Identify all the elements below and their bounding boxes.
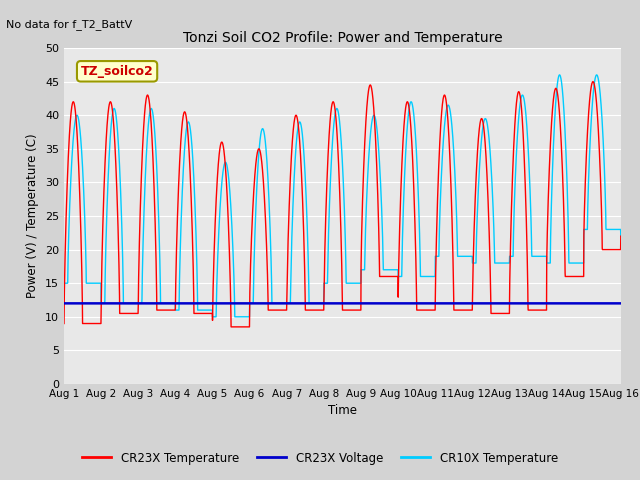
Y-axis label: Power (V) / Temperature (C): Power (V) / Temperature (C) (26, 134, 40, 298)
Legend: CR23X Temperature, CR23X Voltage, CR10X Temperature: CR23X Temperature, CR23X Voltage, CR10X … (77, 447, 563, 469)
Text: TZ_soilco2: TZ_soilco2 (81, 65, 154, 78)
Text: No data for f_T2_BattV: No data for f_T2_BattV (6, 19, 132, 30)
X-axis label: Time: Time (328, 405, 357, 418)
Title: Tonzi Soil CO2 Profile: Power and Temperature: Tonzi Soil CO2 Profile: Power and Temper… (182, 32, 502, 46)
